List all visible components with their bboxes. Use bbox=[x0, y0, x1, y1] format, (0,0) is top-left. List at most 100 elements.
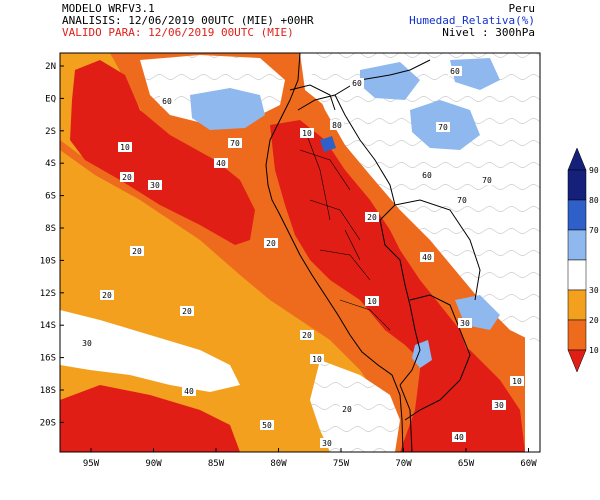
contour-label: 10 bbox=[120, 143, 130, 152]
contour-label-box: 40 bbox=[420, 252, 434, 262]
contour-label: 70 bbox=[230, 139, 240, 148]
fill-white-pacific bbox=[60, 310, 240, 392]
contour-label: 20 bbox=[302, 331, 312, 340]
bolivia-border bbox=[404, 294, 471, 421]
colorbar-bottom-triangle bbox=[567, 349, 587, 373]
contour-label: 20 bbox=[182, 307, 192, 316]
lat-label: 4S bbox=[45, 159, 56, 169]
header-left: MODELO WRFV3.1 ANALISIS: 12/06/2019 00UT… bbox=[62, 3, 314, 39]
lat-label: 10S bbox=[40, 256, 56, 266]
contour-label: 20 bbox=[367, 213, 377, 222]
fill-blue-eq bbox=[190, 88, 265, 130]
contour-label: 40 bbox=[216, 159, 226, 168]
variable-name: Humedad_Relativa(%) bbox=[409, 14, 535, 27]
lon-label: 75W bbox=[333, 459, 350, 469]
contour-label-box: 40 bbox=[214, 158, 228, 168]
contour-label-box: 20 bbox=[365, 212, 379, 222]
contour-label-box: 30 bbox=[492, 400, 506, 410]
contour-labels: 10 20 30 20 20 20 30 40 bbox=[80, 66, 524, 448]
fill-red-andes bbox=[270, 120, 470, 380]
contour-label: 80 bbox=[332, 121, 342, 130]
contour-label: 50 bbox=[262, 421, 272, 430]
lat-label: EQ bbox=[45, 94, 56, 104]
colorbar-swatch-white bbox=[567, 259, 587, 291]
lon-label: 90W bbox=[145, 459, 162, 469]
lat-label: 2N bbox=[45, 62, 56, 72]
contour-label: 60 bbox=[450, 67, 460, 76]
contour-label-box: 20 bbox=[180, 306, 194, 316]
borders bbox=[265, 53, 481, 452]
contour-texture bbox=[310, 53, 540, 345]
contour-label: 20 bbox=[122, 173, 132, 182]
contour-label: 10 bbox=[367, 297, 377, 306]
contour-label: 40 bbox=[454, 433, 464, 442]
contour-label: 70 bbox=[482, 176, 492, 185]
colorbar-swatch-90 bbox=[567, 169, 587, 201]
lat-label: 2S bbox=[45, 127, 56, 137]
contour-label-box: 10 bbox=[510, 376, 524, 386]
lat-label: 16S bbox=[40, 354, 56, 364]
ecuador-border bbox=[289, 84, 336, 111]
contour-label-box: 30 bbox=[148, 180, 162, 190]
contour-label-box: 10 bbox=[300, 128, 314, 138]
map-frame bbox=[59, 52, 541, 453]
colorbar-swatch-70 bbox=[567, 229, 587, 261]
valid-time: VALIDO PARA: 12/06/2019 00UTC (MIE) bbox=[62, 26, 294, 39]
contour-label-box: 20 bbox=[100, 290, 114, 300]
lat-label: 20S bbox=[40, 418, 56, 428]
contour-label: 60 bbox=[352, 79, 362, 88]
lon-label: 95W bbox=[83, 459, 100, 469]
contour-label-box: 20 bbox=[264, 238, 278, 248]
contour-label: 20 bbox=[342, 405, 352, 414]
region-lines bbox=[299, 129, 391, 331]
analysis-time: ANALISIS: 12/06/2019 00UTC (MIE) +00HR bbox=[62, 14, 314, 27]
contour-label-box: 20 bbox=[300, 330, 314, 340]
lat-label: 18S bbox=[40, 386, 56, 396]
colorbar-tick-label: 20 bbox=[589, 316, 599, 325]
brazil-border bbox=[394, 199, 481, 301]
fill-blue-small bbox=[320, 136, 336, 152]
contour-label-box: 30 bbox=[80, 338, 94, 348]
contour-label-box: 30 bbox=[458, 318, 472, 328]
contour-label: 30 bbox=[494, 401, 504, 410]
lat-label: 6S bbox=[45, 192, 56, 202]
colorbar-tick-label: 70 bbox=[589, 226, 599, 235]
colorbar-tick-label: 30 bbox=[589, 286, 599, 295]
contour-label: 30 bbox=[150, 181, 160, 190]
contour-label: 60 bbox=[162, 97, 172, 106]
header-right: Peru Humedad_Relativa(%) Nivel : 300hPa bbox=[409, 3, 535, 39]
colorbar-swatch-80 bbox=[567, 199, 587, 231]
contour-label: 70 bbox=[457, 196, 467, 205]
contour-texture-south bbox=[310, 360, 400, 452]
contour-label-box: 20 bbox=[120, 172, 134, 182]
contour-label-box: 60 bbox=[350, 78, 364, 88]
contour-label: 20 bbox=[266, 239, 276, 248]
contour-label: 30 bbox=[322, 439, 332, 448]
contour-label-box: 60 bbox=[448, 66, 462, 76]
contour-label-box: 70 bbox=[455, 195, 469, 205]
colorbar-tick-label: 10 bbox=[589, 346, 599, 355]
fill-red-ocean bbox=[70, 60, 255, 245]
contour-label: 10 bbox=[312, 355, 322, 364]
colorbar-tick-label: 90 bbox=[589, 166, 599, 175]
lon-label: 85W bbox=[208, 459, 225, 469]
contour-label: 70 bbox=[438, 123, 448, 132]
contour-label-box: 80 bbox=[330, 120, 344, 130]
contour-label-box: 10 bbox=[118, 142, 132, 152]
contour-label-box: 70 bbox=[436, 122, 450, 132]
contour-label-box: 70 bbox=[228, 138, 242, 148]
lon-label: 80W bbox=[270, 459, 287, 469]
contour-label-box: 50 bbox=[260, 420, 274, 430]
contour-label: 10 bbox=[302, 129, 312, 138]
model-title: MODELO WRFV3.1 bbox=[62, 2, 155, 15]
contour-label-box: 70 bbox=[480, 175, 494, 185]
humidity-field bbox=[60, 53, 540, 452]
longitude-labels: 95W 90W 85W 80W 75W 70W 65W 60W bbox=[83, 448, 537, 469]
lon-label: 60W bbox=[520, 459, 537, 469]
colorbar: 90 80 70 30 20 10 bbox=[567, 147, 599, 373]
fill-red-southwest bbox=[60, 385, 240, 452]
pressure-level: Nivel : 300hPa bbox=[442, 26, 535, 39]
contour-label: 30 bbox=[460, 319, 470, 328]
contour-label-box: 20 bbox=[340, 404, 354, 414]
